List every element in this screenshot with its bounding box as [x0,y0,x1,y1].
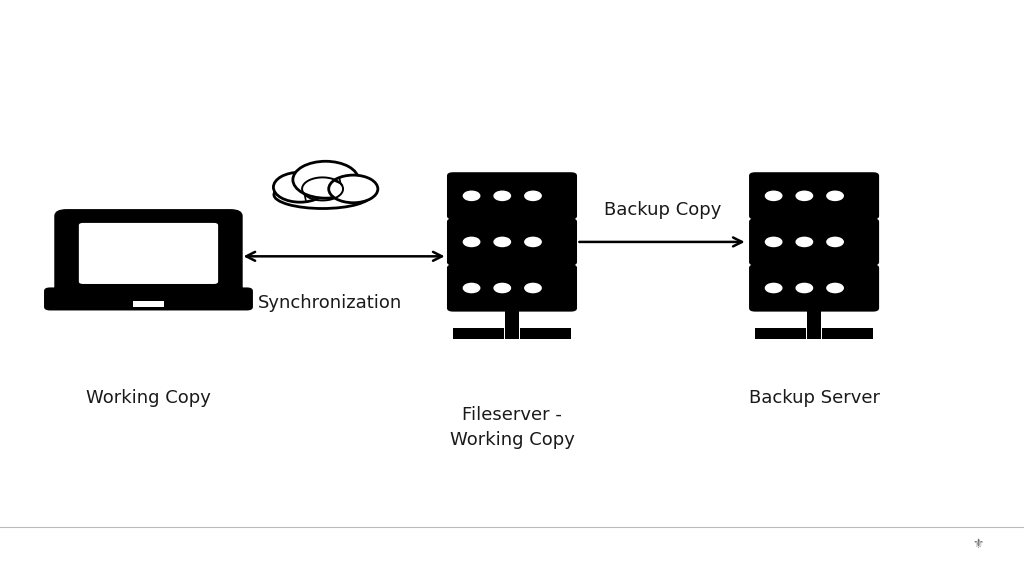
FancyBboxPatch shape [446,264,578,312]
Circle shape [827,191,844,200]
FancyBboxPatch shape [54,209,243,298]
Circle shape [273,172,327,202]
Circle shape [463,283,479,293]
Circle shape [827,283,844,293]
FancyBboxPatch shape [446,172,578,219]
Circle shape [494,191,511,200]
FancyBboxPatch shape [79,223,218,284]
FancyBboxPatch shape [44,287,253,310]
Bar [519,328,571,339]
Bar [756,328,807,339]
Bar [821,328,872,339]
Circle shape [827,237,844,247]
Circle shape [797,237,813,247]
Bar [505,308,519,328]
Bar [807,328,821,339]
Bar [505,328,519,339]
Text: Working Copy: Working Copy [86,389,211,407]
Circle shape [797,283,813,293]
Text: Backup Server: Backup Server [749,389,880,407]
Circle shape [766,283,782,293]
Text: Backup Copy: Backup Copy [604,201,722,219]
Bar [807,308,821,328]
Ellipse shape [274,181,371,209]
FancyBboxPatch shape [750,218,879,266]
Circle shape [463,237,479,247]
Circle shape [524,191,541,200]
Circle shape [766,191,782,200]
FancyBboxPatch shape [750,172,879,219]
Circle shape [463,191,479,200]
Circle shape [766,237,782,247]
Circle shape [524,237,541,247]
Circle shape [293,161,358,198]
FancyBboxPatch shape [446,218,578,266]
Text: Synchronization: Synchronization [258,294,402,312]
Circle shape [494,237,511,247]
Text: ⚜: ⚜ [973,538,983,551]
Circle shape [494,283,511,293]
Bar [453,328,504,339]
Circle shape [797,191,813,200]
FancyBboxPatch shape [750,264,879,312]
Bar [133,301,164,307]
Text: Fileserver -
Working Copy: Fileserver - Working Copy [450,406,574,449]
Circle shape [524,283,541,293]
Circle shape [329,175,378,203]
